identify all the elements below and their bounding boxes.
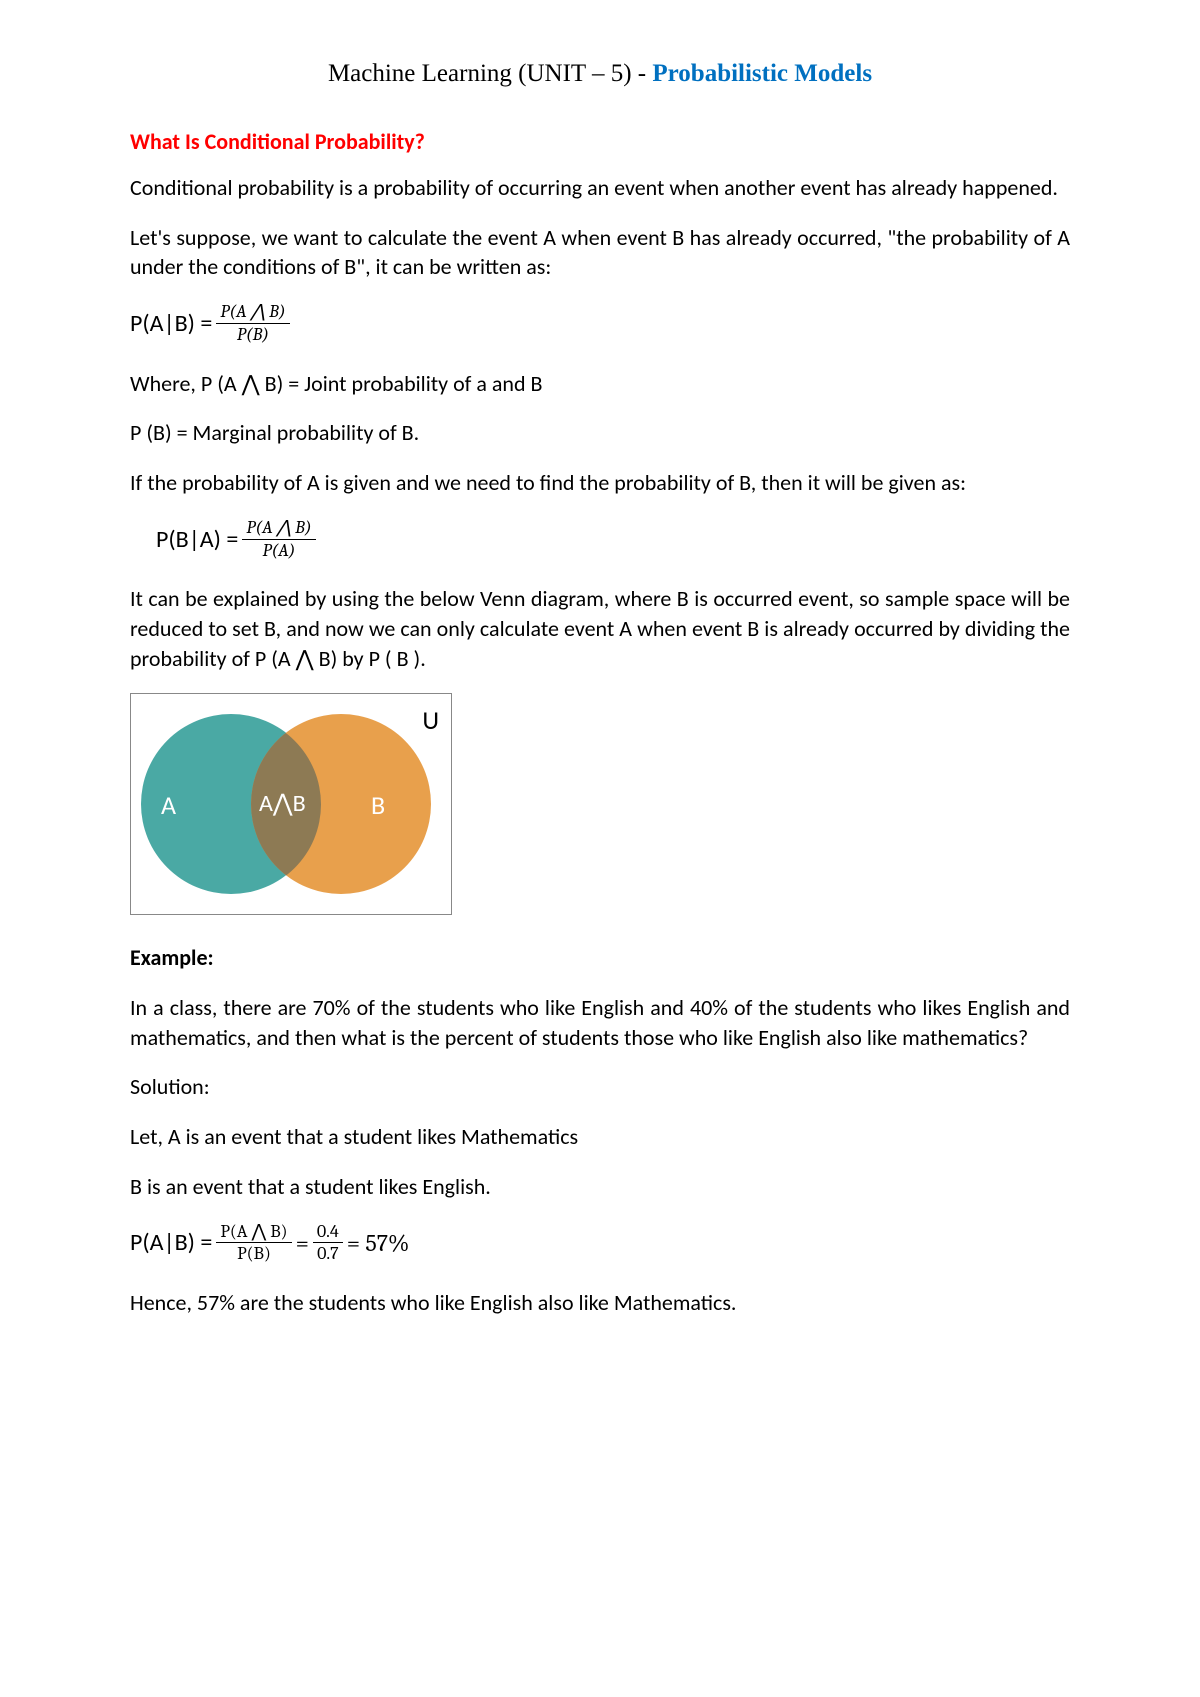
section-heading: What Is Conditional Probability? [130,128,1070,155]
formula3-eq2: = 57% [347,1229,410,1257]
formula2-fraction: P(A ⋀ B) P(A) [242,518,315,561]
formula3-fraction2: 0.4 0.7 [313,1222,343,1265]
formula2-numerator: P(A ⋀ B) [242,518,315,540]
solution-line-2: B is an event that a student likes Engli… [130,1172,1070,1202]
formula3-den1: P(B) [233,1243,275,1264]
example-question: In a class, there are 70% of the student… [130,993,1070,1052]
header-highlight: Probabilistic Models [652,60,872,87]
formula1-lhs: P(A|B) = [130,309,212,338]
solution-label: Solution: [130,1072,1070,1102]
formula3-fraction1: P(A ⋀ B) P(B) [216,1222,291,1265]
paragraph-6: It can be explained by using the below V… [130,584,1070,673]
formula1-numerator: P(A ⋀ B) [216,302,289,324]
formula1-denominator: P(B) [233,324,273,345]
paragraph-3: Where, P (A ⋀ B) = Joint probability of … [130,369,1070,399]
conclusion: Hence, 57% are the students who like Eng… [130,1288,1070,1318]
formula-p-b-given-a: P(B|A) = P(A ⋀ B) P(A) [156,518,1070,561]
formula3-num1: P(A ⋀ B) [216,1222,291,1244]
venn-label-a: A [161,789,176,821]
formula2-lhs: P(B|A) = [156,525,238,554]
document-page: Machine Learning (UNIT – 5) - Probabilis… [0,0,1200,1697]
paragraph-5: If the probability of A is given and we … [130,468,1070,498]
paragraph-1: Conditional probability is a probability… [130,173,1070,203]
solution-line-1: Let, A is an event that a student likes … [130,1122,1070,1152]
venn-label-b: B [371,789,385,821]
header-prefix: Machine Learning (UNIT – 5) - [328,60,652,87]
formula3-num2: 0.4 [313,1222,343,1244]
formula3-den2: 0.7 [313,1243,342,1264]
example-heading: Example: [130,943,1070,973]
paragraph-2: Let's suppose, we want to calculate the … [130,223,1070,282]
formula3-eq1: = [296,1229,309,1257]
formula-example-solution: P(A|B) = P(A ⋀ B) P(B) = 0.4 0.7 = 57% [130,1222,1070,1265]
formula3-lhs: P(A|B) = [130,1228,212,1257]
formula1-fraction: P(A ⋀ B) P(B) [216,302,289,345]
page-header: Machine Learning (UNIT – 5) - Probabilis… [130,60,1070,88]
formula-p-a-given-b: P(A|B) = P(A ⋀ B) P(B) [130,302,1070,345]
venn-label-ab: A⋀B [259,789,306,818]
formula2-denominator: P(A) [258,540,299,561]
venn-diagram: A A⋀B B U [130,693,452,915]
paragraph-4: P (B) = Marginal probability of B. [130,418,1070,448]
venn-label-u: U [422,704,439,736]
